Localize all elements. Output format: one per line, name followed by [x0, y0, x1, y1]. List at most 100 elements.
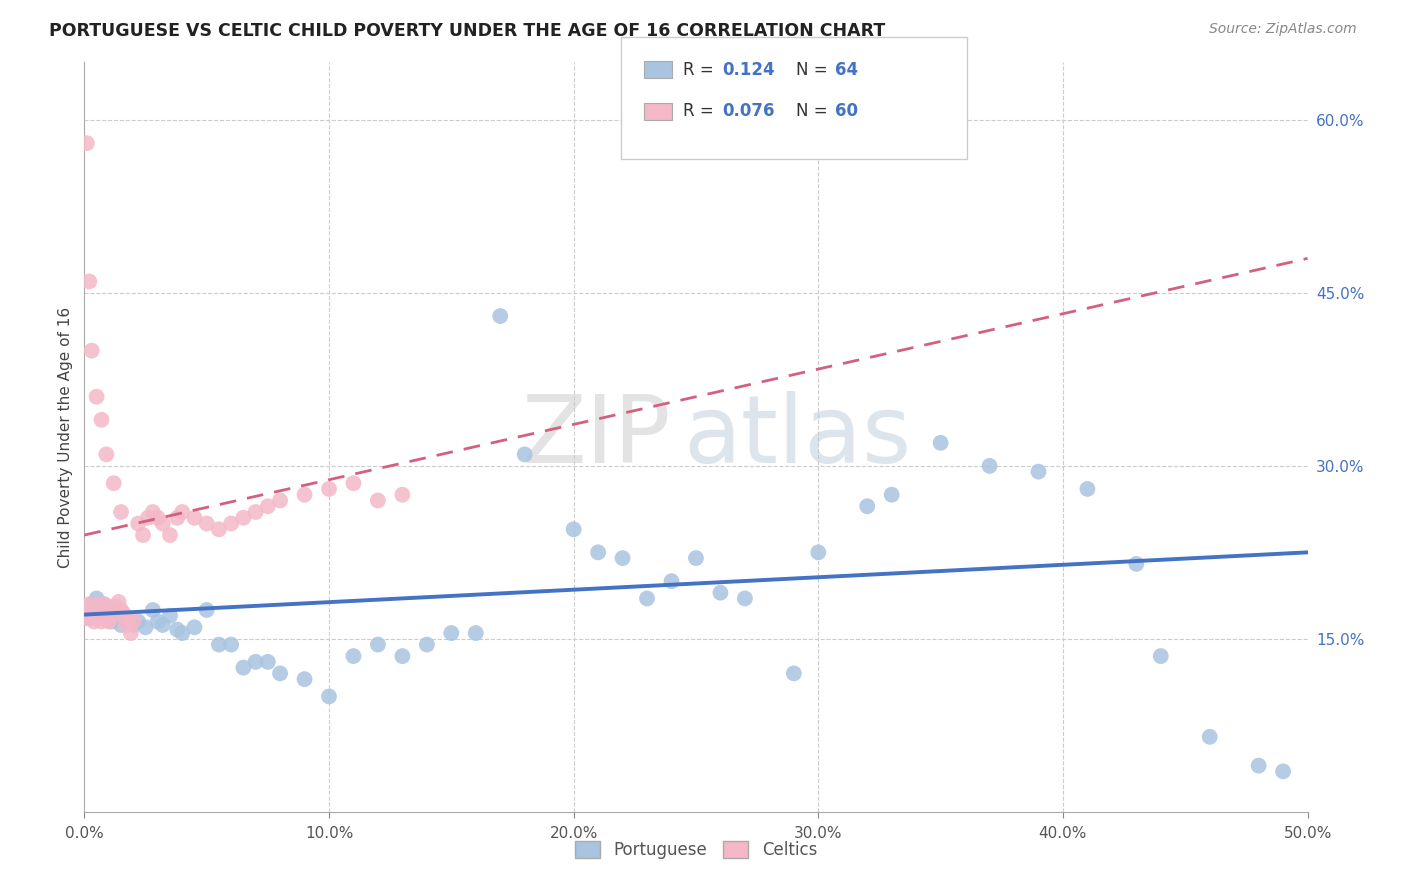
Point	[110, 618, 132, 632]
Point	[734, 591, 756, 606]
Point	[856, 500, 879, 514]
Point	[122, 618, 145, 632]
Point	[562, 522, 585, 536]
Text: atlas: atlas	[683, 391, 912, 483]
Point	[90, 615, 112, 629]
Point	[489, 309, 512, 323]
Point	[80, 343, 103, 358]
Point	[342, 649, 364, 664]
Point	[318, 482, 340, 496]
Point	[77, 597, 100, 611]
Point	[709, 585, 731, 599]
Point	[1272, 764, 1295, 779]
Point	[807, 545, 830, 559]
Point	[83, 599, 105, 614]
Point	[86, 390, 108, 404]
Point	[127, 516, 149, 531]
Point	[105, 603, 128, 617]
Text: 60: 60	[835, 103, 858, 120]
Point	[166, 510, 188, 524]
Point	[117, 611, 139, 625]
Point	[77, 607, 100, 621]
Text: R =: R =	[683, 103, 720, 120]
Point	[112, 611, 135, 625]
Text: R =: R =	[683, 61, 720, 78]
Point	[257, 655, 280, 669]
Point	[208, 522, 231, 536]
Point	[1125, 557, 1147, 571]
Point	[232, 660, 254, 674]
Point	[586, 545, 609, 559]
Point	[97, 615, 120, 629]
Point	[100, 615, 122, 629]
Point	[146, 510, 169, 524]
Point	[318, 690, 340, 704]
Text: N =: N =	[796, 61, 832, 78]
Point	[93, 607, 115, 621]
Point	[110, 603, 132, 617]
Point	[464, 626, 486, 640]
Point	[195, 516, 218, 531]
Point	[1150, 649, 1173, 664]
Point	[269, 493, 291, 508]
Point	[513, 447, 536, 461]
Legend: Portuguese, Celtics: Portuguese, Celtics	[567, 832, 825, 867]
Point	[172, 505, 194, 519]
Point	[103, 608, 125, 623]
Point	[87, 603, 110, 617]
Text: N =: N =	[796, 103, 832, 120]
Point	[342, 476, 364, 491]
Point	[269, 666, 291, 681]
Point	[1198, 730, 1220, 744]
Point	[783, 666, 806, 681]
Point	[391, 488, 413, 502]
Text: ZIP: ZIP	[522, 391, 672, 483]
Point	[90, 599, 112, 614]
Text: 0.124: 0.124	[723, 61, 775, 78]
Point	[172, 626, 194, 640]
Point	[110, 505, 132, 519]
Point	[83, 607, 105, 621]
Point	[97, 599, 120, 614]
Point	[80, 603, 103, 617]
Point	[135, 620, 157, 634]
Point	[232, 510, 254, 524]
Point	[120, 626, 142, 640]
Point	[245, 655, 267, 669]
Point	[86, 597, 108, 611]
Point	[76, 611, 98, 625]
Text: 0.076: 0.076	[723, 103, 775, 120]
Point	[1028, 465, 1050, 479]
Point	[96, 447, 118, 461]
Point	[93, 597, 115, 611]
Point	[142, 603, 165, 617]
Point	[661, 574, 683, 589]
Text: PORTUGUESE VS CELTIC CHILD POVERTY UNDER THE AGE OF 16 CORRELATION CHART: PORTUGUESE VS CELTIC CHILD POVERTY UNDER…	[49, 22, 886, 40]
Point	[103, 476, 125, 491]
Point	[76, 136, 98, 150]
Point	[115, 618, 138, 632]
Point	[636, 591, 658, 606]
Point	[96, 607, 118, 621]
Point	[245, 505, 267, 519]
Point	[929, 435, 952, 450]
Point	[132, 528, 155, 542]
Point	[87, 603, 110, 617]
Point	[122, 615, 145, 629]
Point	[77, 275, 100, 289]
Y-axis label: Child Poverty Under the Age of 16: Child Poverty Under the Age of 16	[58, 307, 73, 567]
Point	[294, 488, 316, 502]
Point	[96, 611, 118, 625]
Point	[183, 510, 205, 524]
Point	[80, 611, 103, 625]
Point	[612, 551, 634, 566]
Text: 64: 64	[835, 61, 858, 78]
Point	[107, 595, 129, 609]
Point	[257, 500, 280, 514]
Point	[219, 638, 242, 652]
Point	[1247, 758, 1270, 772]
Point	[152, 618, 174, 632]
Point	[117, 615, 139, 629]
Point	[76, 603, 98, 617]
Point	[391, 649, 413, 664]
